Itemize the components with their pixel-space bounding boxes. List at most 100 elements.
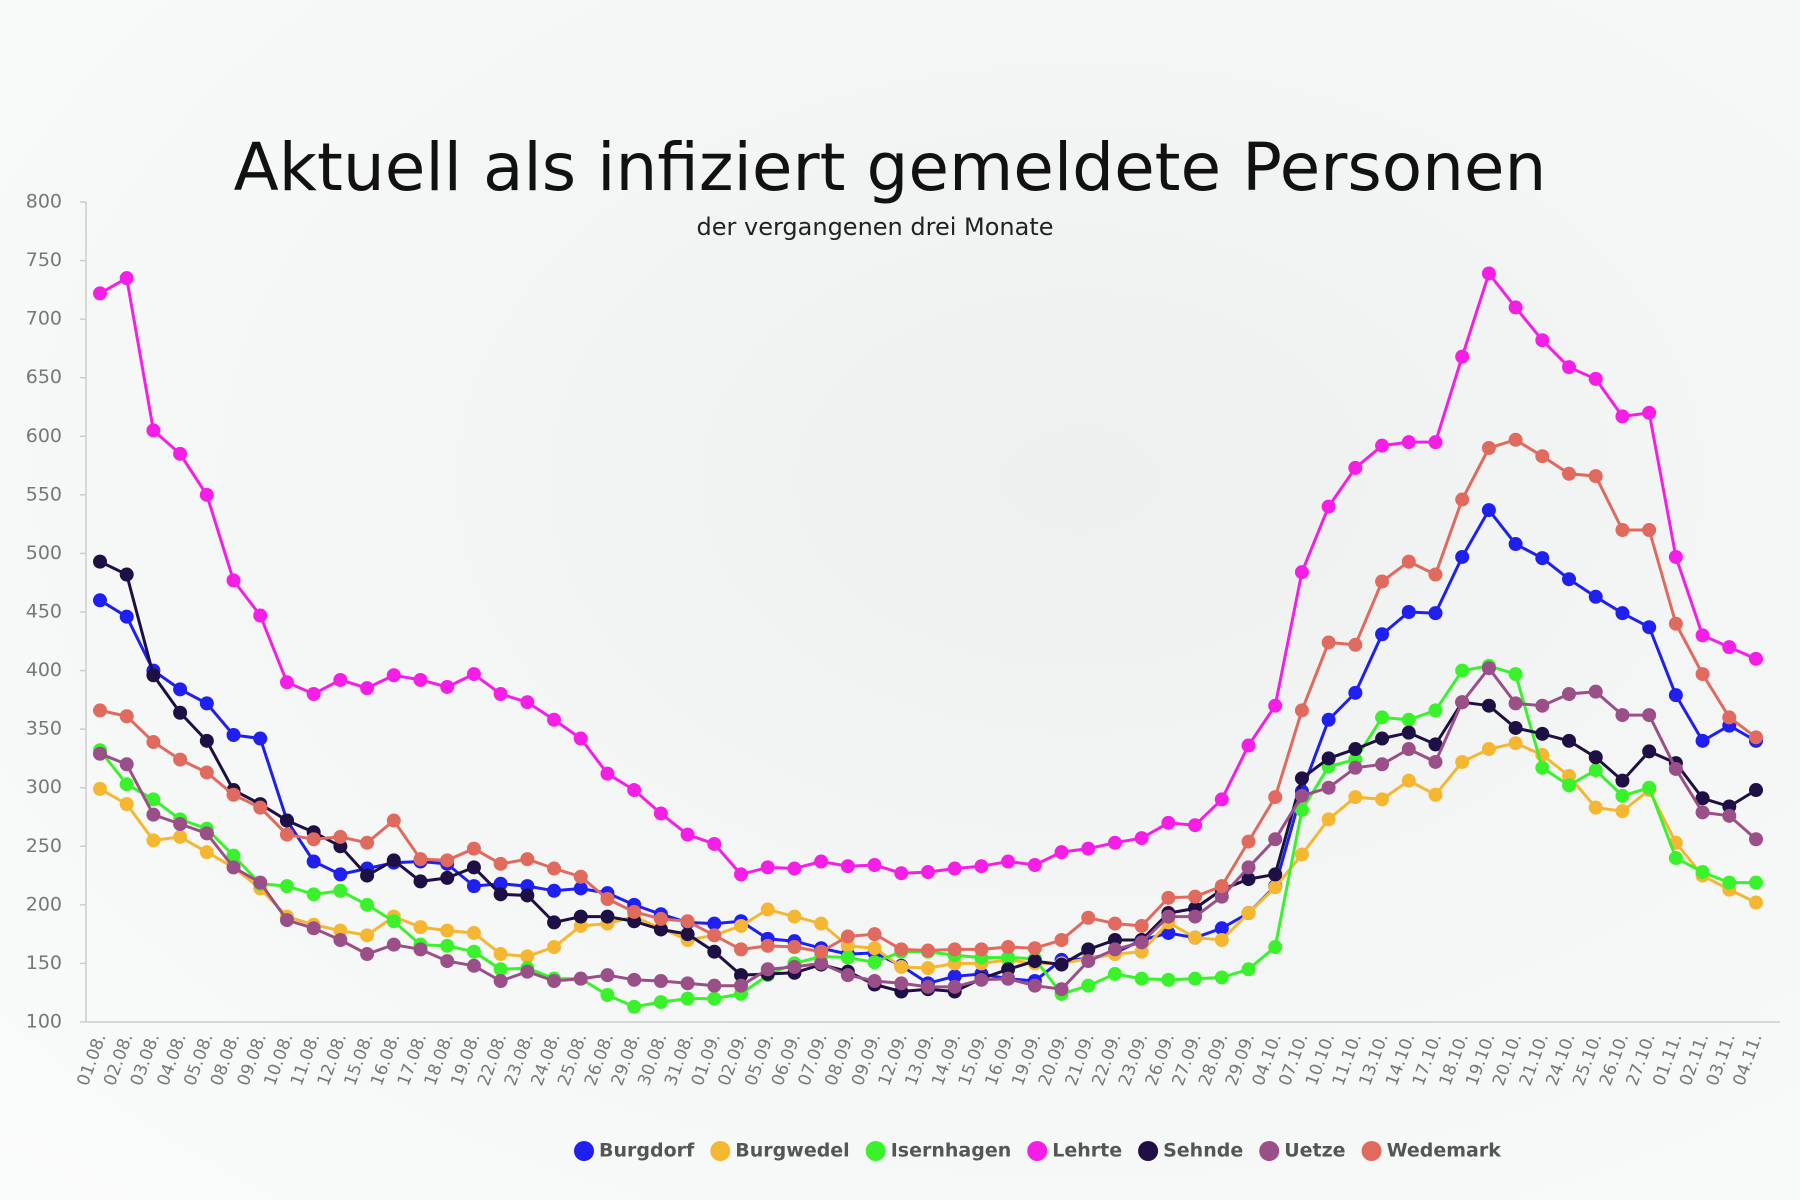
data-point [1375,438,1390,453]
data-point [413,920,428,935]
data-point [760,938,775,953]
data-point [1321,780,1336,795]
data-point [440,938,455,953]
data-point [466,841,481,856]
y-tick-label: 550 [26,483,62,505]
data-point [1348,685,1363,700]
data-point [1615,773,1630,788]
data-point [947,861,962,876]
data-point [466,860,481,875]
data-point [840,929,855,944]
y-tick-label: 250 [26,835,62,857]
data-point [1348,460,1363,475]
data-point [734,968,749,983]
data-point [1294,771,1309,786]
data-point [1081,841,1096,856]
data-point [306,687,321,701]
data-point [173,829,188,844]
data-point [947,979,962,994]
data-point [787,959,802,974]
data-point [1615,523,1630,537]
data-point [1481,503,1496,518]
data-point [1455,349,1470,364]
legend-marker [1361,1141,1382,1161]
data-point [119,757,134,772]
data-point [1455,549,1470,564]
data-point [1321,499,1336,514]
data-point [1588,763,1603,778]
chart-subtitle: der vergangenen drei Monate [697,213,1054,241]
data-point [1161,972,1176,987]
data-point [627,972,642,987]
data-point [1348,742,1363,757]
data-point [1508,720,1523,735]
data-point [1294,788,1309,803]
legend-label: Burgdorf [599,1140,695,1162]
data-point [199,733,214,748]
data-point [279,675,294,690]
data-point [707,916,722,931]
data-point [1401,712,1416,727]
data-point [360,868,375,883]
data-point [1749,832,1763,847]
data-point [627,999,642,1014]
data-point [1401,742,1416,757]
data-point [1268,940,1283,955]
data-point [1562,778,1577,793]
data-point [1588,684,1603,699]
data-point [1588,469,1603,484]
data-point [1428,567,1443,582]
data-point [1241,860,1256,875]
data-point [921,961,935,976]
legend-label: Burgwedel [735,1140,849,1162]
data-point [466,958,481,973]
data-point [493,876,508,891]
data-point [814,854,829,869]
series-line [99,665,1757,991]
data-point [413,852,428,867]
data-point [1054,933,1069,947]
data-point [1268,867,1283,882]
data-point [1081,942,1096,957]
data-point [653,911,668,926]
data-point [627,904,642,919]
data-point [520,964,535,979]
data-point [787,909,802,924]
data-point [1535,449,1550,464]
data-point [1535,698,1550,713]
data-point [253,800,268,815]
legend-label: Lehrte [1052,1140,1122,1162]
data-point [440,923,455,938]
data-point [1535,760,1550,775]
data-point [814,916,829,931]
data-point [1428,435,1443,450]
data-point [119,709,134,724]
data-point [93,286,107,301]
data-point [867,955,882,970]
data-point [734,942,749,957]
data-point [760,860,775,875]
data-point [466,944,481,959]
data-point [1588,800,1603,815]
data-point [707,944,722,959]
data-point [199,845,214,860]
data-point [1214,889,1229,904]
data-point [119,609,134,624]
data-point [1241,834,1256,849]
data-point [1081,954,1096,969]
data-point [1615,804,1630,819]
data-point [707,928,722,943]
data-point [1241,962,1256,977]
data-point [1214,970,1229,985]
y-tick-label: 600 [26,425,62,447]
data-point [1455,663,1470,678]
data-point [1001,940,1016,955]
data-point [1481,698,1496,713]
data-point [653,806,668,821]
data-point [466,879,481,894]
data-point [1214,879,1229,894]
data-point [173,817,188,832]
data-point [1695,628,1710,643]
series [93,266,1763,882]
